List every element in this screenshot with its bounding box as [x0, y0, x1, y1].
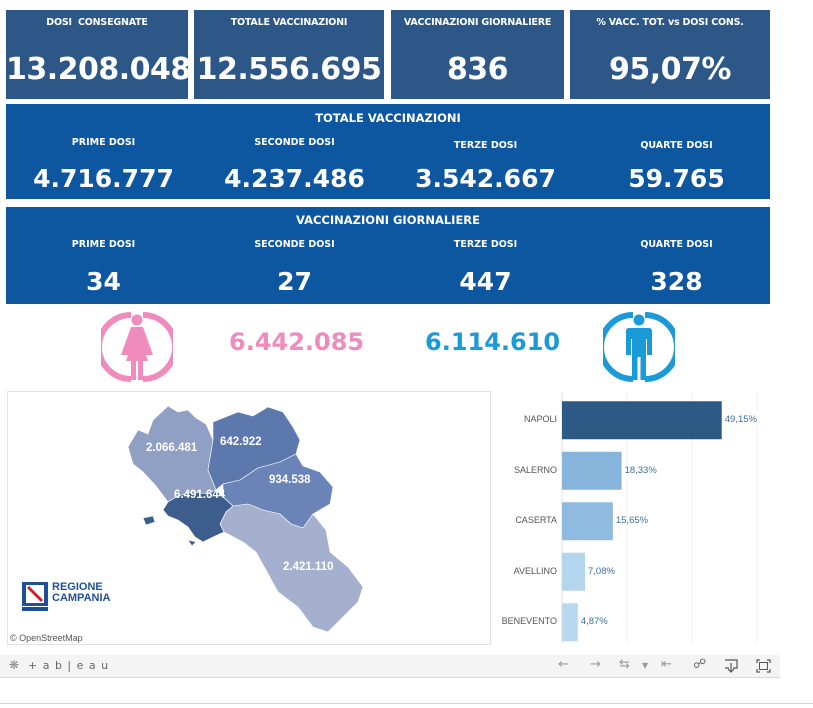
female-icon	[101, 312, 173, 382]
bar-category-label: NAPOLI	[523, 414, 557, 425]
kpi-value: 836	[446, 52, 509, 87]
stat-value: 4.716.777	[33, 164, 174, 193]
revert-icon[interactable]: ⇆	[619, 657, 630, 672]
kpi-label: VACCINAZIONI GIORNALIERE	[403, 17, 552, 28]
bar-category-label: AVELLINO	[513, 565, 557, 576]
kpi-dosi-consegnate: DOSI CONSEGNATE 13.208.048	[6, 10, 191, 99]
stat-label: QUARTE DOSI	[640, 140, 713, 151]
daily-seconde-dosi: SECONDE DOSI 27	[199, 207, 390, 304]
kpi-label: TOTALE VACCINAZIONI	[230, 17, 348, 28]
stat-seconde-dosi: SECONDE DOSI 4.237.486	[199, 104, 390, 199]
stat-label: SECONDE DOSI	[254, 137, 335, 148]
stat-value: 447	[459, 267, 512, 296]
panel-title: TOTALE VACCINAZIONI	[315, 111, 461, 125]
share-icon[interactable]: ☍	[693, 657, 707, 672]
stat-value: 4.237.486	[224, 164, 365, 193]
logo-text-line2: CAMPANIA	[52, 592, 111, 604]
stat-label: QUARTE DOSI	[640, 239, 713, 250]
kpi-value: 12.556.695	[196, 52, 382, 87]
bar-avellino[interactable]	[562, 552, 586, 591]
campania-map[interactable]: 2.066.481 642.922 934.538 6.491.644 2.42…	[7, 391, 491, 645]
kpi-label: % VACC. TOT. vs DOSI CONS.	[596, 17, 744, 28]
tableau-brand[interactable]: + a b | e a u	[28, 659, 110, 672]
bar-category-label: BENEVENTO	[501, 616, 557, 627]
map-label-caserta: 2.066.481	[146, 442, 198, 454]
bar-value-label: 4,87%	[580, 616, 608, 628]
regione-campania-logo: REGIONE CAMPANIA	[22, 581, 122, 616]
map-label-benevento: 642.922	[220, 436, 262, 448]
daily-prime-dosi: PRIME DOSI 34	[8, 207, 199, 304]
daily-terze-dosi: TERZE DOSI 447	[390, 207, 581, 304]
dropdown-icon[interactable]: ▼	[642, 661, 649, 670]
stat-value: 34	[86, 267, 121, 296]
province-bar-chart: NAPOLI 49,15% SALERNO 18,33% CASERTA 15,65% AV…	[492, 392, 782, 644]
stat-value: 3.542.667	[415, 164, 556, 193]
kpi-vaccinazioni-giornaliere: VACCINAZIONI GIORNALIERE 836	[391, 10, 564, 99]
stat-label: PRIME DOSI	[71, 137, 136, 148]
bar-napoli[interactable]	[562, 401, 722, 440]
bar-value-label: 15,65%	[615, 515, 649, 527]
kpi-percentuale: % VACC. TOT. vs DOSI CONS. 95,07%	[570, 10, 770, 99]
region-caserta[interactable]	[127, 405, 217, 503]
kpi-value: 95,07%	[609, 52, 731, 87]
stat-label: PRIME DOSI	[71, 239, 136, 250]
map-regions	[127, 405, 364, 633]
bar-value-label: 7,08%	[588, 565, 615, 577]
bar-salerno[interactable]	[562, 451, 622, 490]
stat-value: 59.765	[628, 164, 725, 193]
logo-text-line1: REGIONE	[52, 581, 103, 593]
kpi-totale-vaccinazioni: TOTALE VACCINAZIONI 12.556.695	[194, 10, 384, 99]
reset-icon[interactable]: ⇤	[661, 657, 672, 672]
tableau-logo-icon: ❋	[9, 658, 20, 672]
vaccinazioni-giornaliere-panel: VACCINAZIONI GIORNALIERE PRIME DOSI 34 S…	[6, 207, 770, 304]
bar-chart-svg	[561, 392, 758, 644]
bottom-divider	[0, 703, 813, 704]
fullscreen-icon[interactable]	[756, 659, 771, 673]
bar-caserta[interactable]	[562, 502, 613, 541]
stat-prime-dosi: PRIME DOSI 4.716.777	[8, 104, 199, 199]
campania-emblem-icon	[22, 582, 48, 611]
undo-icon[interactable]: ←	[558, 657, 569, 672]
map-label-napoli: 6.491.644	[174, 489, 226, 501]
map-label-avellino: 934.538	[269, 474, 311, 486]
daily-quarte-dosi: QUARTE DOSI 328	[581, 207, 772, 304]
female-count: 6.442.085	[229, 328, 365, 356]
panel-title: VACCINAZIONI GIORNALIERE	[295, 213, 481, 227]
totale-vaccinazioni-panel: TOTALE VACCINAZIONI PRIME DOSI 4.716.777…	[6, 104, 770, 199]
download-icon[interactable]	[724, 659, 738, 673]
bar-value-label: 18,33%	[624, 464, 657, 476]
bar-category-label: SALERNO	[513, 464, 557, 475]
bar-benevento[interactable]	[562, 603, 578, 642]
map-label-salerno: 2.421.110	[283, 561, 334, 573]
redo-icon[interactable]: →	[590, 657, 601, 672]
kpi-label: DOSI CONSEGNATE	[46, 17, 148, 28]
stat-terze-dosi: TERZE DOSI 3.542.667	[390, 104, 581, 199]
osm-attribution[interactable]: © OpenStreetMap	[10, 633, 83, 643]
bar-category-label: CASERTA	[515, 515, 557, 526]
tableau-toolbar: ❋ + a b | e a u ← → ⇆ ▼ ⇤ ☍	[0, 655, 780, 678]
kpi-value: 13.208.048	[6, 52, 191, 87]
region-salerno[interactable]	[219, 503, 364, 633]
bar-value-label: 49,15%	[724, 414, 757, 426]
stat-label: TERZE DOSI	[453, 140, 518, 151]
male-icon	[603, 312, 675, 382]
stat-value: 27	[277, 267, 312, 296]
stat-label: SECONDE DOSI	[254, 239, 335, 250]
stat-label: TERZE DOSI	[453, 239, 518, 250]
male-count: 6.114.610	[425, 328, 561, 356]
stat-quarte-dosi: QUARTE DOSI 59.765	[581, 104, 772, 199]
stat-value: 328	[650, 267, 703, 296]
